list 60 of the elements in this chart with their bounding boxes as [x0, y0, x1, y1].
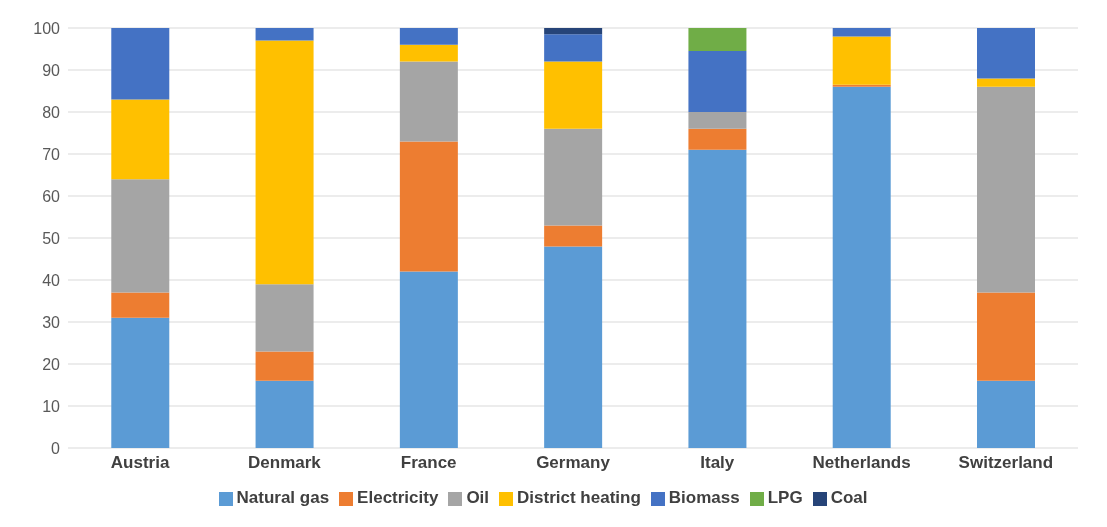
bar	[544, 28, 603, 35]
bar	[977, 78, 1035, 87]
bar	[111, 179, 170, 293]
bar	[399, 271, 458, 448]
bar	[255, 380, 314, 448]
legend-label: Biomass	[668, 488, 740, 507]
bar	[111, 99, 170, 180]
x-tick-label: Italy	[700, 453, 735, 473]
bar	[544, 128, 603, 226]
bar	[111, 317, 170, 448]
legend-label: Electricity	[357, 488, 439, 507]
y-tick-label: 20	[42, 355, 61, 373]
bar	[544, 225, 603, 247]
bar	[399, 28, 458, 45]
y-tick-label: 100	[33, 19, 61, 37]
bar	[977, 86, 1035, 293]
bar	[832, 36, 891, 85]
bar	[832, 86, 891, 448]
y-tick-label: 50	[42, 229, 61, 247]
bar	[255, 28, 314, 41]
bar	[544, 61, 603, 129]
bar	[832, 84, 891, 87]
bar	[111, 28, 170, 100]
bar	[688, 28, 747, 52]
bar	[977, 292, 1035, 381]
x-tick-label: Austria	[110, 453, 170, 473]
bar	[111, 292, 170, 318]
x-tick-label: Netherlands	[812, 453, 911, 473]
legend-label: LPG	[767, 488, 803, 507]
bar	[399, 44, 458, 62]
legend-label: District heating	[517, 488, 641, 507]
x-tick-label: Denmark	[248, 453, 322, 473]
legend-label: Coal	[830, 488, 868, 507]
bar	[544, 246, 603, 448]
bar	[399, 141, 458, 272]
bar	[255, 351, 314, 381]
bar	[688, 51, 747, 112]
x-tick-label: France	[400, 453, 457, 473]
y-tick-label: 80	[42, 103, 61, 121]
bar	[832, 28, 891, 37]
legend-label: Natural gas	[236, 488, 330, 507]
y-tick-label: 40	[42, 271, 61, 289]
bar	[544, 34, 603, 62]
x-tick-label: Germany	[536, 453, 611, 473]
y-tick-label: 70	[42, 145, 61, 163]
bar	[255, 40, 314, 285]
y-tick-label: 60	[42, 187, 61, 205]
y-tick-label: 30	[42, 313, 61, 331]
bar	[255, 284, 314, 352]
bar	[977, 28, 1035, 79]
bar	[977, 380, 1035, 448]
bar	[688, 112, 747, 129]
legend-label: Oil	[466, 488, 490, 507]
y-tick-label: 0	[51, 439, 61, 457]
x-tick-label: Switzerland	[958, 453, 1054, 473]
bar	[399, 61, 458, 142]
y-tick-label: 10	[42, 397, 61, 415]
bar	[688, 128, 747, 150]
bar	[688, 149, 747, 448]
y-tick-label: 90	[42, 61, 61, 79]
